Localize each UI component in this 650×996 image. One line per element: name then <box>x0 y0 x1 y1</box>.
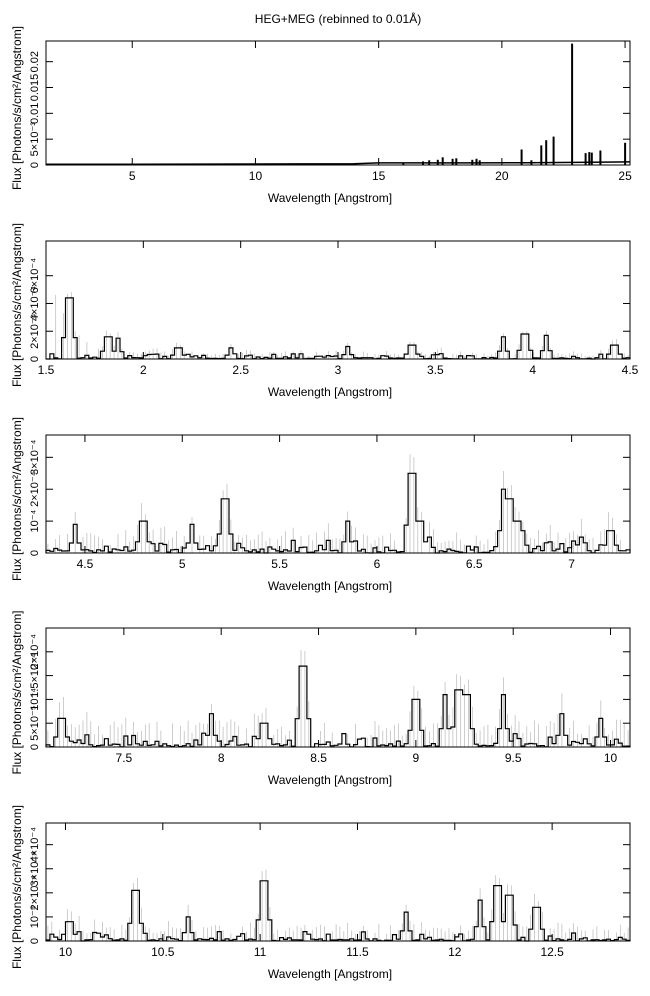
x-axis-label: Wavelength [Angstrom] <box>268 773 392 787</box>
spectrum-step-4 <box>45 665 631 748</box>
error-bars-4 <box>47 650 629 747</box>
y-axis-label: Flux [Photons/s/cm²/Angstrom] <box>10 26 24 190</box>
x-tick-label: 8.5 <box>310 751 327 765</box>
y-tick-label: 4×10⁻⁴ <box>29 827 41 863</box>
x-tick-label: 5.5 <box>271 557 288 571</box>
x-axis-label: Wavelength [Angstrom] <box>268 967 392 981</box>
y-tick-label: 6×10⁻⁴ <box>29 258 41 294</box>
x-tick-label: 8 <box>218 751 225 765</box>
x-tick-label: 25 <box>618 169 632 183</box>
plot-frame-1 <box>45 40 631 166</box>
x-tick-label: 4 <box>529 363 536 377</box>
x-axis-label: Wavelength [Angstrom] <box>268 191 392 205</box>
x-tick-label: 5 <box>129 169 136 183</box>
y-tick-label: 0 <box>29 162 41 168</box>
error-bars-5 <box>47 869 629 941</box>
y-axis-label: Flux [Photons/s/cm²/Angstrom] <box>10 223 24 387</box>
y-tick-label: 4×10⁻⁴ <box>29 286 41 322</box>
y-axis-label: Flux [Photons/s/cm²/Angstrom] <box>10 805 24 969</box>
y-tick-label: 3×10⁻⁴ <box>29 851 41 887</box>
panel-5: 10 10.5 11 11.5 12 12.5 0 10⁻⁴2×10⁻⁴3×10⁻⁴4×10⁻… <box>10 805 631 981</box>
plot-frame-2 <box>45 240 631 360</box>
y-tick-label: 2×10⁻⁴ <box>29 313 41 349</box>
error-bars-2 <box>55 292 629 359</box>
x-tick-label: 3 <box>335 363 342 377</box>
x-tick-label: 2.5 <box>232 363 249 377</box>
y-tick-label: 0.02 <box>29 51 41 72</box>
y-tick-label: 10⁻⁴ <box>29 509 41 532</box>
x-tick-label: 9 <box>413 751 420 765</box>
y-tick-label: 0.015 <box>29 74 41 102</box>
x-tick-label: 10 <box>604 751 618 765</box>
x-tick-label: 5 <box>179 557 186 571</box>
panel-4: 7.5 8 8.5 9 9.5 10 0 5×10⁻⁵10⁻⁴1.5×10⁻⁴2×10⁻⁴ Wa… <box>10 610 631 787</box>
x-tick-label: 6 <box>374 557 381 571</box>
spectrum-step-3 <box>45 472 631 554</box>
x-tick-label: 4.5 <box>622 363 639 377</box>
x-tick-label: 10.5 <box>151 945 175 959</box>
panel-3: 4.5 5 5.5 6 6.5 7 0 10⁻⁴ 2×10⁻⁴3×10⁻⁴ Wavelength … <box>10 417 631 593</box>
x-tick-label: 10 <box>249 169 263 183</box>
x-tick-label: 9.5 <box>505 751 522 765</box>
plot-area-1 <box>46 43 631 165</box>
x-tick-label: 11.5 <box>346 945 369 959</box>
spectrum-step-5 <box>45 880 631 942</box>
y-tick-label: 1.5×10⁻⁴ <box>29 653 41 698</box>
x-tick-label: 11 <box>254 945 267 959</box>
y-tick-label: 0 <box>29 744 41 750</box>
y-axis-label: Flux [Photons/s/cm²/Angstrom] <box>10 417 24 581</box>
x-tick-label: 4.5 <box>77 557 94 571</box>
y-tick-label: 0.01 <box>29 103 41 124</box>
x-tick-label: 2 <box>140 363 147 377</box>
y-tick-label: 0 <box>29 938 41 944</box>
plot-area-5 <box>45 869 631 942</box>
plot-area-3 <box>45 454 631 554</box>
x-tick-label: 15 <box>372 169 386 183</box>
x-tick-label: 7.5 <box>116 751 133 765</box>
y-tick-label: 10⁻⁴ <box>29 688 41 711</box>
x-tick-label: 3.5 <box>427 363 444 377</box>
x-tick-label: 12 <box>448 945 462 959</box>
y-tick-label: 2×10⁻⁴ <box>29 875 41 911</box>
x-tick-label: 1.5 <box>38 363 55 377</box>
error-bars-3 <box>47 454 621 553</box>
y-tick-label: 5×10⁻⁵ <box>29 706 41 741</box>
x-tick-label: 12.5 <box>540 945 564 959</box>
x-axis-label: Wavelength [Angstrom] <box>268 579 392 593</box>
y-tick-label: 3×10⁻⁴ <box>29 439 41 475</box>
x-tick-label: 20 <box>495 169 509 183</box>
y-tick-label: 0 <box>29 550 41 556</box>
y-tick-label: 5×10⁻³ <box>29 122 41 157</box>
y-tick-label: 2×10⁻⁴ <box>29 471 41 507</box>
spectrum-baseline <box>46 161 631 165</box>
x-tick-label: 7 <box>568 557 575 571</box>
y-tick-label: 0 <box>29 356 41 362</box>
panel-1: 5 10 15 20 25 0 5×10⁻³0.010.015 0.02 Wavelength … <box>10 26 632 205</box>
panels: 5 10 15 20 2505×10⁻³0.010.0150.02Wavelength … <box>10 26 639 981</box>
figure-title: HEG+MEG (rebinned to 0.01Å) <box>255 11 421 26</box>
emission-lines <box>402 43 627 165</box>
panel-2: 1.5 2 2.5 3 3.5 4 4.5 0 2×10⁻⁴4×10⁻⁴6×10⁻⁴ Wavele… <box>10 223 639 399</box>
y-axis-label: Flux [Photons/s/cm²/Angstrom] <box>10 610 24 774</box>
y-tick-label: 2×10⁻⁴ <box>29 634 41 670</box>
x-tick-label: 6.5 <box>466 557 483 571</box>
plot-area-2 <box>46 292 631 360</box>
plot-frame-3 <box>45 434 631 554</box>
y-tick-label: 10⁻⁴ <box>29 905 41 928</box>
plot-frame-5 <box>45 822 631 942</box>
x-axis-label: Wavelength [Angstrom] <box>268 385 392 399</box>
x-tick-label: 10 <box>59 945 73 959</box>
plot-area-4 <box>45 650 631 748</box>
plot-frame-4 <box>45 627 631 748</box>
